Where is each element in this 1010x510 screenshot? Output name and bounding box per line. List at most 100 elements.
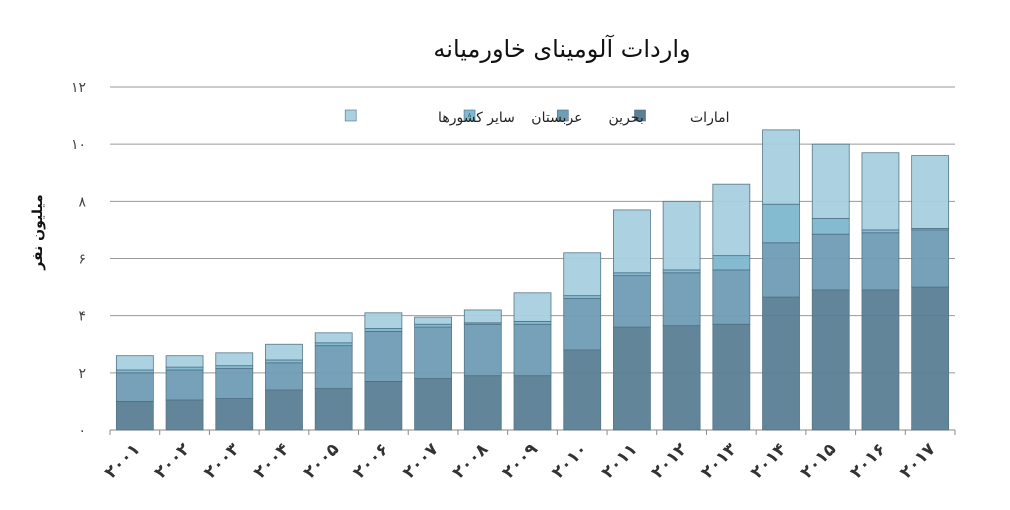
bar-segment: [911, 229, 950, 288]
bar-segment: [613, 275, 651, 328]
bar-segment: [115, 401, 154, 431]
bar-segment: [811, 143, 850, 219]
bar-segment: [762, 242, 800, 298]
bar-segment: [314, 332, 353, 344]
bar-segment: [414, 326, 452, 379]
x-tick-label: ۲۰۰۳: [200, 439, 244, 483]
bar-segment: [215, 352, 254, 367]
bar-segment: [513, 320, 552, 325]
bar-segment: [463, 375, 502, 431]
bar-segment: [662, 272, 701, 327]
bar-segment: [165, 366, 204, 371]
legend: امارات بحرین عربستان سایر کشورها: [344, 109, 729, 126]
x-tick-label: ۲۰۱۳: [697, 439, 741, 483]
bar-segment: [165, 355, 204, 368]
bar-segment: [662, 200, 701, 271]
bar-segment: [314, 388, 353, 431]
x-tick-label: ۲۰۰۷: [399, 439, 443, 483]
bar-segment: [811, 233, 850, 291]
bar-segment: [364, 328, 403, 332]
x-tick-label: ۲۰۰۵: [300, 439, 343, 482]
bar-segment: [513, 375, 552, 431]
y-tick-label: ۱۲: [71, 80, 86, 96]
y-tick-label: ۰: [78, 423, 86, 439]
bar-segment: [265, 362, 303, 391]
bar-segment: [265, 389, 303, 431]
bar-segment: [811, 289, 850, 431]
legend-label: بحرین: [609, 110, 644, 126]
bar-segment: [463, 309, 502, 324]
chart-title: واردات آلومینای خاورمیانه: [433, 34, 690, 63]
bar-segment: [861, 289, 900, 431]
bar-segment: [364, 312, 403, 329]
y-axis-label: میلیون نفر: [30, 194, 46, 270]
legend-swatch: [634, 109, 646, 122]
bar-segment: [364, 330, 403, 382]
bar-segment: [115, 355, 154, 371]
x-tick-label: ۲۰۰۴: [250, 439, 293, 482]
legend-swatch: [463, 109, 476, 122]
bar-segment: [712, 323, 751, 431]
bar-segment: [414, 378, 452, 431]
bar-segment: [712, 183, 751, 257]
bar-segment: [563, 252, 602, 297]
bar-segment: [563, 298, 602, 351]
x-tick-label: ۲۰۱۲: [648, 439, 692, 483]
bar-segment: [911, 286, 950, 431]
bar-segment: [314, 345, 353, 389]
bar-segment: [463, 323, 502, 377]
bar-segment: [861, 229, 900, 234]
y-tick-label: ۲: [78, 366, 86, 382]
y-tick-label: ۶: [78, 252, 86, 268]
bar-segment: [265, 343, 303, 361]
x-tick-label: ۲۰۰۸: [449, 439, 493, 483]
x-tick-label: ۲۰۰۶: [349, 439, 392, 482]
bar-segment: [165, 399, 204, 431]
legend-swatch: [556, 109, 569, 122]
bar-segment: [662, 325, 701, 431]
bar-segment: [712, 269, 751, 325]
bar-segment: [414, 323, 452, 328]
bar-segment: [215, 398, 254, 431]
bar-segment: [762, 296, 800, 431]
y-tick-label: ۱۰: [71, 137, 86, 153]
legend-label: سایر کشورها: [438, 110, 515, 126]
x-tick-label: ۲۰۱۴: [747, 439, 790, 482]
bar-segment: [662, 269, 701, 274]
x-tick-label: ۲۰۰۹: [499, 439, 543, 483]
bars-layer: [115, 129, 950, 431]
x-tick-label: ۲۰۱۵: [797, 439, 840, 482]
bar-segment: [811, 218, 850, 235]
bar-segment: [215, 368, 254, 399]
y-tick-label: ۴: [78, 309, 86, 325]
bar-segment: [762, 129, 800, 205]
bar-segment: [165, 369, 204, 401]
bar-segment: [563, 295, 602, 299]
bar-segment: [513, 292, 552, 322]
bar-segment: [712, 255, 751, 271]
bar-segment: [215, 365, 254, 369]
bar-segment: [861, 152, 900, 231]
bar-segment: [762, 203, 800, 244]
bar-segment: [414, 316, 452, 325]
x-tick-label: ۲۰۰۱: [101, 439, 144, 482]
bar-segment: [613, 209, 651, 274]
bar-segment: [563, 349, 602, 431]
legend-swatch: [344, 109, 357, 122]
bar-segment: [265, 359, 303, 364]
x-tick-label: ۲۰۰۲: [151, 439, 195, 483]
bar-segment: [613, 272, 651, 277]
x-tick-label: ۲۰۱۷: [896, 439, 940, 483]
bar-segment: [613, 326, 651, 431]
bar-segment: [115, 369, 154, 374]
bar-segment: [861, 232, 900, 291]
y-tick-label: ۸: [78, 194, 86, 210]
legend-label: امارات: [690, 110, 729, 126]
bar-segment: [364, 381, 403, 431]
bar-segment: [911, 155, 950, 229]
bar-segment: [513, 323, 552, 377]
x-tick-label: ۲۰۱۶: [846, 439, 889, 482]
bar-segment: [115, 372, 154, 402]
bar-segment: [314, 342, 353, 347]
